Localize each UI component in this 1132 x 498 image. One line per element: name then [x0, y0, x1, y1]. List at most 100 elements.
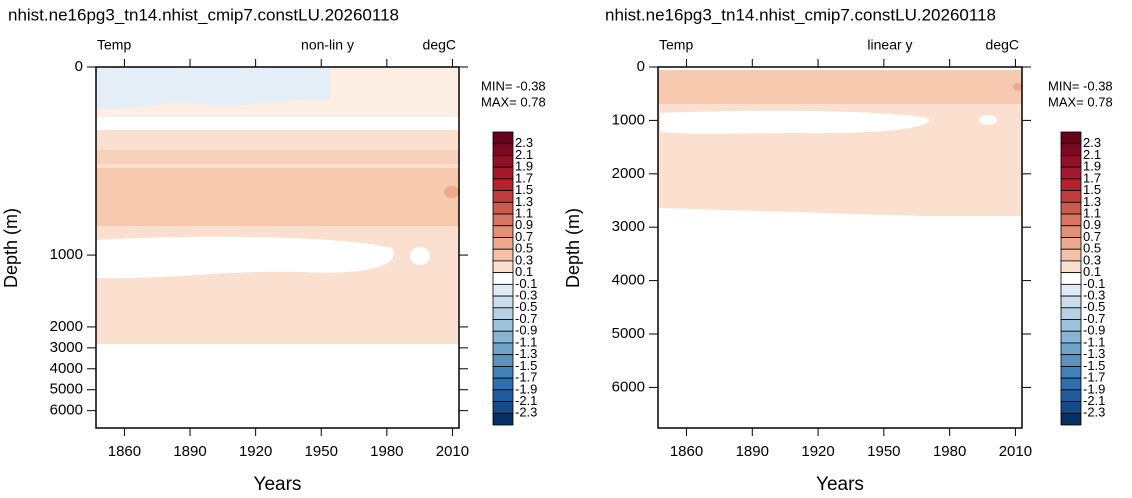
colorbar-box: [1060, 248, 1082, 262]
colorbar-box: [1060, 190, 1082, 203]
colorbar-label: 1.3: [515, 194, 533, 209]
x-axis-label: Years: [816, 474, 864, 495]
colorbar-box: [1060, 283, 1082, 297]
y-tick-label: 1000: [612, 111, 645, 128]
colorbar-box: [492, 354, 514, 367]
x-tick-label: 1950: [305, 443, 338, 460]
colorbar-box: [1060, 178, 1082, 192]
colorbar-label: 1.3: [1083, 194, 1101, 209]
colorbar-label: -0.9: [515, 323, 537, 338]
colorbar-box: [492, 307, 514, 320]
max-label: MAX= 0.78: [481, 94, 546, 109]
colorbar-label: 0.9: [1083, 217, 1101, 232]
y-tick-label: 1000: [50, 246, 83, 263]
colorbar-label: 1.9: [515, 159, 533, 174]
colorbar-box: [492, 155, 514, 168]
colorbar-box: [492, 178, 514, 192]
colorbar-label: -0.1: [1083, 276, 1105, 291]
colorbar-label: 2.3: [1083, 135, 1101, 150]
colorbar-box: [1060, 131, 1082, 145]
contour-fills: [658, 67, 1023, 428]
colorbar-box: [1060, 377, 1082, 391]
x-tick-label: 1920: [801, 443, 834, 460]
colorbar-box: [492, 201, 514, 215]
colorbar-label: 2.3: [515, 135, 533, 150]
colorbar-label: -2.3: [1083, 405, 1105, 420]
colorbar-label: -1.5: [1083, 358, 1105, 373]
colorbar-label: -1.7: [1083, 370, 1105, 385]
y-tick-label: 3000: [612, 218, 645, 235]
y-axis-label: Depth (m): [1, 208, 21, 288]
colorbar-box: [1060, 412, 1082, 426]
colorbar-label: 1.1: [1083, 205, 1101, 220]
colorbar-box: [1060, 330, 1082, 344]
y-tick-label: 3000: [50, 339, 83, 356]
colorbar-label: 0.7: [515, 229, 533, 244]
colorbar-box: [1060, 365, 1082, 379]
y-tick-label: 5000: [612, 325, 645, 342]
colorbar-box: [1060, 201, 1082, 215]
y-tick-label: 2000: [50, 318, 83, 335]
colorbar-label: 0.9: [515, 217, 533, 232]
colorbar-box: [492, 330, 514, 344]
colorbar-box: [492, 389, 514, 402]
colorbar-box: [1060, 272, 1082, 285]
colorbar-box: [1060, 389, 1082, 402]
y-tick-label: 2000: [612, 165, 645, 182]
header-right: degC: [986, 37, 1019, 53]
x-tick-label: 1860: [108, 443, 141, 460]
colorbar-box: [492, 295, 514, 309]
header-center: non-lin y: [301, 37, 354, 53]
colorbar-box: [492, 213, 514, 227]
colorbar-label: -0.5: [515, 299, 537, 314]
colorbar-box: [492, 412, 514, 426]
plot-frame: [95, 66, 460, 429]
header-right: degC: [423, 37, 456, 53]
x-tick-label: 1860: [670, 443, 703, 460]
colorbar-box: [492, 283, 514, 297]
colorbar-box: [1060, 143, 1082, 156]
colorbar-label: -2.1: [1083, 393, 1105, 408]
y-tick-label: 4000: [50, 360, 83, 377]
colorbar-label: 0.1: [1083, 264, 1101, 279]
colorbar-label: 0.1: [515, 264, 533, 279]
colorbar-label: -0.3: [515, 288, 537, 303]
colorbar-label: 1.5: [1083, 182, 1101, 197]
colorbar-label: 0.5: [515, 241, 533, 256]
colorbar-box: [1060, 307, 1082, 320]
colorbar-box: [1060, 295, 1082, 309]
colorbar-box: [1060, 155, 1082, 168]
colorbar-label: -0.1: [515, 276, 537, 291]
y-tick-label: 6000: [612, 378, 645, 395]
min-label: MIN= -0.38: [481, 78, 546, 93]
colorbar-label: -0.7: [1083, 311, 1105, 326]
colorbar-label: -1.1: [515, 334, 537, 349]
colorbar-box: [1060, 213, 1082, 227]
x-tick-label: 1890: [736, 443, 769, 460]
colorbar-box: [492, 342, 514, 356]
y-axis-label: Depth (m): [563, 208, 583, 288]
colorbar-box: [1060, 237, 1082, 250]
x-tick-label: 2010: [999, 443, 1032, 460]
colorbar-box: [1060, 401, 1082, 414]
colorbar-box: [492, 166, 514, 180]
colorbar-label: -0.7: [515, 311, 537, 326]
colorbar-box: [492, 377, 514, 391]
colorbar-label: 1.1: [515, 205, 533, 220]
max-label: MAX= 0.78: [1048, 94, 1113, 109]
x-tick-label: 1980: [370, 443, 403, 460]
header-center: linear y: [867, 37, 912, 53]
contour-fills: [96, 67, 460, 428]
x-tick-label: 1980: [933, 443, 966, 460]
x-axis-label: Years: [254, 474, 302, 495]
colorbar-box: [492, 143, 514, 156]
x-tick-label: 2010: [436, 443, 469, 460]
chart-title: nhist.ne16pg3_tn14.nhist_cmip7.constLU.2…: [605, 5, 996, 24]
x-tick-label: 1890: [173, 443, 206, 460]
colorbar-box: [492, 365, 514, 379]
plot-frame: [657, 66, 1023, 429]
y-tick-label: 5000: [50, 381, 83, 398]
colorbar-label: -1.3: [515, 346, 537, 361]
colorbar-box: [492, 225, 514, 238]
